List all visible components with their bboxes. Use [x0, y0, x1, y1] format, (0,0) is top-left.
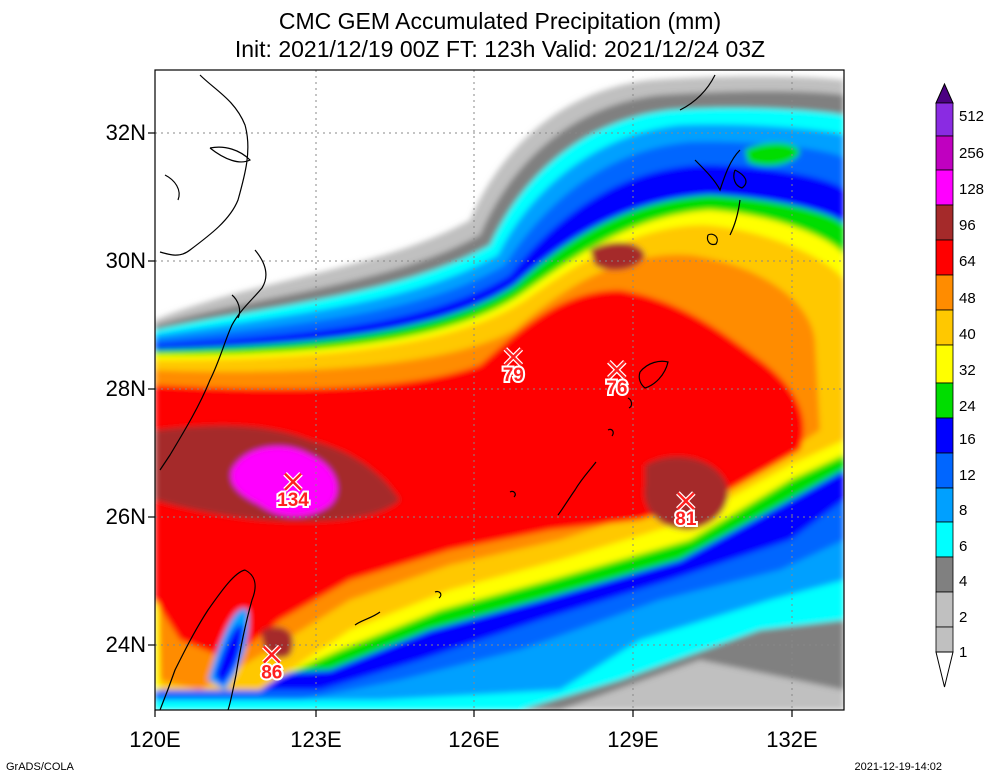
lat-label-28n: 28N [105, 376, 146, 401]
max-value-label: 134 [277, 490, 309, 511]
graticule [155, 70, 844, 710]
lat-label-30n: 30N [105, 248, 146, 273]
lon-label-129e: 129E [607, 727, 659, 752]
colorbar-label-1: 1 [959, 644, 968, 661]
colorbar-top-arrow [935, 82, 954, 104]
colorbar-swatch [935, 274, 954, 311]
lat-label-32n: 32N [105, 120, 146, 145]
colorbar-label-256: 256 [959, 145, 985, 162]
footer-credit: GrADS/COLA [6, 761, 74, 773]
colorbar-label-64: 64 [959, 253, 976, 270]
colorbar-swatch [935, 102, 954, 137]
colorbar-label-128: 128 [959, 181, 985, 198]
coastlines [159, 74, 747, 710]
max-cross-icon [676, 492, 695, 510]
colorbar-label-2: 2 [959, 609, 968, 626]
colorbar-swatch [935, 487, 954, 523]
lon-label-126e: 126E [448, 727, 500, 752]
lon-label-120e: 120E [129, 727, 181, 752]
colorbar-swatch [935, 417, 954, 454]
max-marker-79: 79 [501, 347, 526, 388]
colorbar-bottom-arrow [935, 651, 954, 688]
lat-label-26n: 26N [105, 504, 146, 529]
colorbar-label-96: 96 [959, 217, 976, 234]
lon-label-132e: 132E [766, 727, 818, 752]
max-cross-icon [504, 348, 523, 366]
max-marker-134: 134 [275, 472, 311, 513]
colorbar-swatch [935, 556, 954, 593]
max-marker-86: 86 [259, 644, 284, 686]
lat-label-24n: 24N [105, 632, 146, 657]
max-value-label: 81 [675, 509, 697, 530]
map-title: CMC GEM Accumulated Precipitation (mm) [278, 8, 722, 34]
colorbar-swatch [935, 135, 954, 171]
max-marker-81: 81 [673, 491, 699, 532]
colorbar-label-48: 48 [959, 290, 976, 307]
colorbar-label-40: 40 [959, 326, 976, 343]
colorbar-swatch [935, 626, 954, 653]
colorbar-swatch [935, 309, 954, 346]
colorbar-swatch [935, 169, 954, 206]
colorbar-swatch [935, 204, 954, 241]
max-value-label: 76 [606, 378, 627, 399]
colorbar-swatch [935, 521, 954, 558]
max-cross-icon [607, 360, 626, 379]
map-subtitle: Init: 2021/12/19 00Z FT: 123h Valid: 202… [234, 36, 766, 62]
tick-marks [148, 132, 793, 717]
maxima-markers: 134 79 76 81 86 [259, 347, 699, 686]
colorbar-label-12: 12 [959, 467, 976, 484]
colorbar-label-24: 24 [959, 398, 976, 415]
colorbar-label-8: 8 [959, 502, 968, 519]
colorbar-swatch [935, 382, 954, 419]
max-value-label: 79 [503, 365, 524, 386]
max-value-label: 86 [261, 663, 282, 684]
colorbar-label-16: 16 [959, 431, 976, 448]
colorbar-swatch [935, 344, 954, 384]
colorbar-label-4: 4 [959, 573, 968, 590]
colorbar-swatch [935, 452, 954, 489]
colorbar-label-32: 32 [959, 362, 976, 379]
colorbar-label-6: 6 [959, 538, 968, 555]
lon-label-123e: 123E [290, 727, 342, 752]
footer-timestamp: 2021-12-19-14:02 [854, 761, 942, 773]
map-frame [154, 69, 845, 711]
colorbar-swatch [935, 239, 954, 276]
max-cross-icon [262, 645, 281, 664]
colorbar-swatch [935, 591, 954, 628]
colorbar [935, 82, 954, 688]
precip-field [155, 70, 844, 710]
max-cross-icon [284, 472, 302, 491]
colorbar-label-512: 512 [959, 108, 985, 125]
max-marker-76: 76 [604, 360, 629, 401]
